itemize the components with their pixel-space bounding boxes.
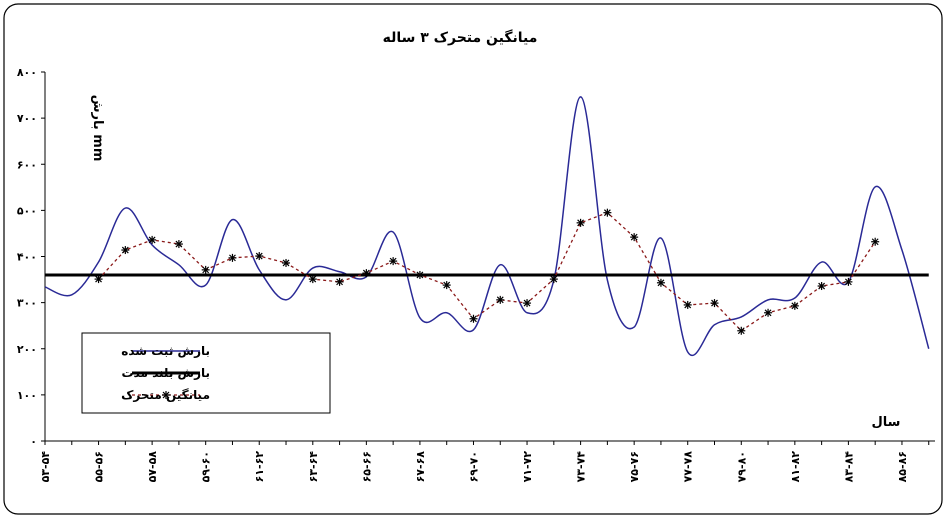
- marker-stroke: [603, 209, 611, 217]
- y-tick-label: ۱۰۰: [17, 389, 37, 402]
- data-point: [523, 299, 532, 308]
- marker-stroke: [577, 219, 585, 227]
- x-tick-label: ۵۵-۵۶: [93, 451, 106, 482]
- data-point: [415, 270, 424, 279]
- marker-stroke: [684, 301, 692, 309]
- legend-label: میانگین متحرک: [121, 388, 210, 402]
- y-tick-label: ۵۰۰: [17, 204, 37, 217]
- marker-stroke: [95, 275, 102, 283]
- x-axis-label: سال: [872, 415, 901, 430]
- data-point: [308, 275, 317, 284]
- legend-label: بارش ثبت شده: [121, 344, 210, 358]
- x-tick-label: ۶۷-۶۸: [414, 451, 427, 483]
- x-tick-label: ۶۵-۶۶: [360, 451, 373, 482]
- x-tick-label: ۷۵-۷۶: [628, 451, 641, 482]
- marker-stroke: [657, 279, 665, 287]
- x-tick-label: ۷۷-۷۸: [682, 451, 695, 483]
- y-axis-label: بارش mm: [90, 95, 105, 162]
- marker-stroke: [121, 246, 129, 254]
- y-tick-label: ۲۰۰: [17, 343, 37, 356]
- data-point: [335, 277, 344, 286]
- marker-stroke: [389, 257, 397, 265]
- x-tick-label: ۷۱-۷۲: [521, 451, 534, 483]
- data-point: [656, 278, 665, 287]
- y-tick-label: ۷۰۰: [17, 112, 37, 125]
- marker-stroke: [737, 327, 745, 335]
- data-point: [94, 275, 103, 284]
- marker-stroke: [229, 254, 236, 262]
- legend-marker: [162, 391, 170, 399]
- series-line: [44, 96, 930, 356]
- marker-stroke: [550, 275, 558, 283]
- data-point: [576, 218, 585, 227]
- marker-stroke: [282, 259, 290, 267]
- data-point: [710, 299, 719, 308]
- marker-stroke: [362, 269, 370, 277]
- y-tick-label: ۰: [30, 435, 37, 448]
- marker-stroke: [496, 296, 504, 304]
- x-tick-label: ۸۳-۸۴: [842, 451, 855, 483]
- y-tick-label: ۸۰۰: [17, 66, 37, 79]
- x-tick-label: ۷۳-۷۴: [575, 451, 588, 483]
- marker-stroke: [470, 315, 477, 323]
- legend-label: بارش بلند مدت: [122, 366, 211, 380]
- marker-stroke: [309, 275, 317, 283]
- data-point: [442, 281, 451, 290]
- marker-stroke: [791, 302, 799, 310]
- x-tick-label: ۶۳-۶۴: [307, 451, 320, 483]
- data-point: [737, 326, 746, 335]
- data-point: [549, 275, 558, 284]
- data-point: [817, 282, 826, 291]
- data-point: [496, 295, 505, 304]
- data-point: [255, 252, 264, 261]
- x-tick-label: ۵۳-۵۴: [39, 451, 52, 483]
- series-line: [98, 211, 876, 332]
- data-point: [389, 257, 398, 266]
- x-tick-label: ۷۹-۸۰: [735, 451, 748, 482]
- legend-box: [81, 332, 331, 414]
- x-tick-label: ۸۵-۸۶: [896, 451, 909, 482]
- data-point: [764, 308, 773, 317]
- y-tick-label: ۶۰۰: [17, 158, 37, 171]
- data-point: [790, 301, 799, 310]
- x-tick-label: ۶۹-۷۰: [467, 451, 480, 482]
- x-tick-label: ۵۹-۶۰: [200, 451, 213, 482]
- data-point: [603, 208, 612, 217]
- x-tick-label: ۸۱-۸۲: [789, 451, 802, 483]
- marker-stroke: [764, 309, 772, 317]
- marker-stroke: [630, 233, 638, 241]
- data-point: [282, 258, 291, 267]
- marker-stroke: [844, 278, 852, 286]
- marker-stroke: [148, 236, 156, 244]
- data-point: [174, 240, 183, 249]
- y-tick-label: ۳۰۰: [17, 297, 37, 310]
- marker-stroke: [871, 238, 879, 246]
- marker-stroke: [443, 281, 451, 289]
- marker-stroke: [416, 271, 424, 279]
- data-point: [362, 269, 371, 278]
- chart-frame: [3, 3, 943, 515]
- data-point: [228, 253, 237, 262]
- y-tick-label: ۴۰۰: [17, 251, 37, 264]
- data-point: [148, 235, 157, 244]
- x-tick-label: ۵۷-۵۸: [146, 451, 159, 483]
- data-point: [683, 300, 692, 309]
- data-point: [630, 233, 639, 242]
- marker-stroke: [255, 252, 263, 260]
- data-point: [121, 246, 130, 255]
- marker-stroke: [336, 278, 344, 286]
- data-point: [871, 237, 880, 246]
- chart-title: میانگین متحرک ۳ ساله: [383, 29, 538, 46]
- marker-stroke: [711, 299, 718, 307]
- marker-stroke: [202, 266, 210, 274]
- x-tick-label: ۶۱-۶۲: [253, 451, 266, 483]
- marker-stroke: [818, 282, 826, 290]
- data-point: [201, 265, 210, 274]
- marker-stroke: [162, 391, 170, 399]
- data-point: [469, 314, 478, 323]
- marker-stroke: [175, 240, 183, 248]
- marker-stroke: [523, 299, 531, 307]
- data-point: [844, 277, 853, 286]
